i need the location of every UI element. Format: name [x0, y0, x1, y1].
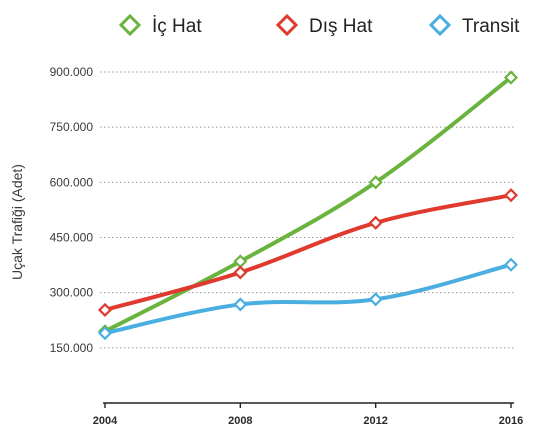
- data-point: [97, 326, 113, 341]
- legend-marker: [118, 13, 142, 37]
- data-point: [368, 292, 383, 307]
- legend-label: Transit: [462, 16, 520, 37]
- data-point: [233, 265, 248, 280]
- y-tick-label: 900.000: [50, 65, 94, 79]
- data-point: [368, 215, 383, 230]
- series-line: [103, 193, 513, 312]
- legend-label: Dış Hat: [309, 16, 373, 37]
- legend-marker: [275, 13, 299, 37]
- legend: İç Hat Dış Hat Transit: [118, 13, 520, 37]
- data-point: [97, 302, 113, 318]
- legend-marker: [428, 13, 452, 37]
- x-tick-label: 2004: [93, 415, 118, 427]
- y-tick-label: 150.000: [50, 341, 94, 355]
- legend-label: İç Hat: [152, 16, 202, 37]
- grid-lines: [100, 71, 514, 349]
- series-line: [103, 75, 513, 334]
- data-point: [503, 257, 519, 272]
- y-axis-ticks: 150.000 300.000 450.000 600.000 750.000 900.0…: [50, 65, 94, 355]
- data-point: [368, 175, 383, 190]
- y-axis-label: Uçak Trafiği (Adet): [9, 164, 25, 280]
- y-tick-label: 750.000: [50, 120, 94, 134]
- x-tick-label: 2008: [228, 415, 252, 427]
- y-tick-label: 600.000: [50, 175, 94, 189]
- x-tick-label: 2012: [363, 415, 387, 427]
- data-point: [233, 297, 248, 312]
- x-axis: 2004 2008 2012 2016: [93, 402, 523, 427]
- series-group: [97, 70, 519, 341]
- data-point: [503, 188, 519, 203]
- x-tick-label: 2016: [499, 415, 523, 427]
- y-tick-label: 300.000: [50, 286, 94, 300]
- y-tick-label: 450.000: [50, 231, 94, 245]
- series-line: [103, 262, 513, 336]
- data-point: [503, 70, 519, 85]
